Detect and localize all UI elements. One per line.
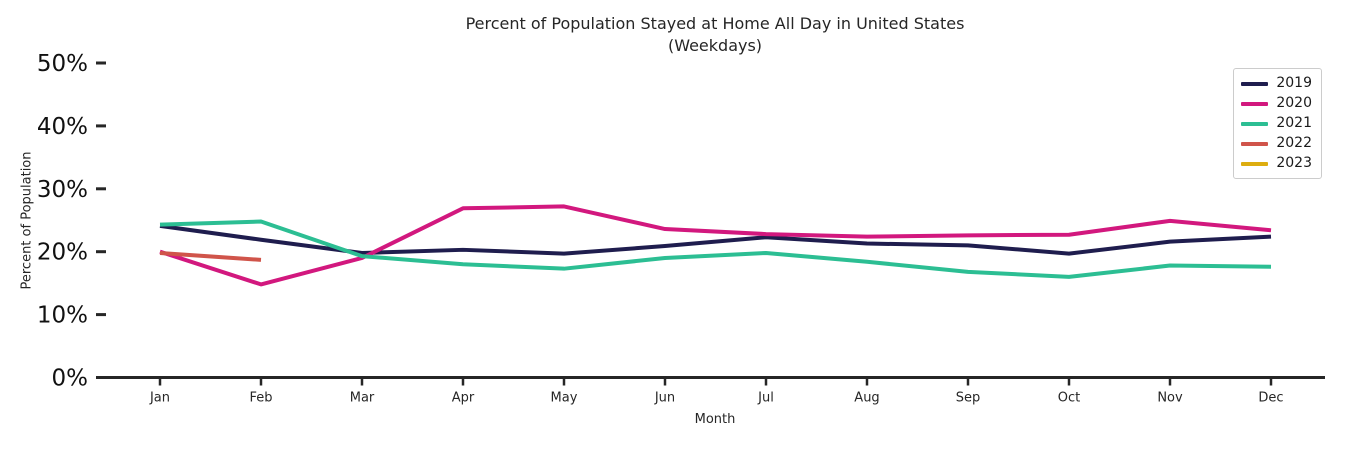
series-line-2020 (159, 204, 1272, 287)
legend-swatch-icon (1241, 161, 1269, 166)
legend-swatch-icon (1241, 81, 1269, 86)
legend-label: 2023 (1276, 155, 1312, 171)
x-tick-label: Feb (249, 391, 272, 406)
x-tick-label: May (551, 391, 578, 406)
x-tick-label: Jul (757, 391, 774, 406)
legend-item-2023: 2023 (1241, 155, 1312, 172)
chart-title-line1: Percent of Population Stayed at Home All… (465, 14, 965, 33)
legend-swatch-icon (1241, 101, 1269, 106)
legend-label: 2021 (1276, 115, 1312, 131)
y-tick-label: 30% (37, 177, 88, 203)
x-tick-label: Jun (654, 391, 675, 406)
legend-swatch-icon (1241, 141, 1269, 146)
chart-title: Percent of Population Stayed at Home All… (105, 13, 1325, 57)
y-tick-label: 0% (52, 366, 89, 392)
legend-label: 2019 (1276, 75, 1312, 91)
legend-swatch-icon (1241, 121, 1269, 126)
y-tick-label: 10% (37, 303, 88, 329)
legend: 2019 2020 2021 2022 2023 (1233, 68, 1322, 179)
series-line-2021 (159, 219, 1272, 279)
x-tick-label: Sep (956, 391, 981, 406)
legend-item-2020: 2020 (1241, 95, 1312, 112)
legend-label: 2020 (1276, 95, 1312, 111)
legend-item-2019: 2019 (1241, 75, 1312, 92)
x-tick-label: Oct (1058, 391, 1080, 406)
y-tick-label: 20% (37, 240, 88, 266)
x-tick-label: Aug (854, 391, 879, 406)
y-tick-label: 50% (37, 51, 88, 77)
y-tick-label: 40% (37, 114, 88, 140)
x-tick-label: Jan (149, 391, 170, 406)
legend-item-2022: 2022 (1241, 135, 1312, 152)
chart-title-line2: (Weekdays) (667, 36, 763, 55)
x-axis-label: Month (694, 412, 736, 427)
series-line-2022 (159, 250, 262, 262)
legend-label: 2022 (1276, 135, 1312, 151)
x-tick-label: Nov (1157, 391, 1183, 406)
legend-item-2021: 2021 (1241, 115, 1312, 132)
x-tick-label: Dec (1258, 391, 1283, 406)
x-tick-label: Apr (452, 391, 475, 406)
x-tick-label: Mar (350, 391, 375, 406)
